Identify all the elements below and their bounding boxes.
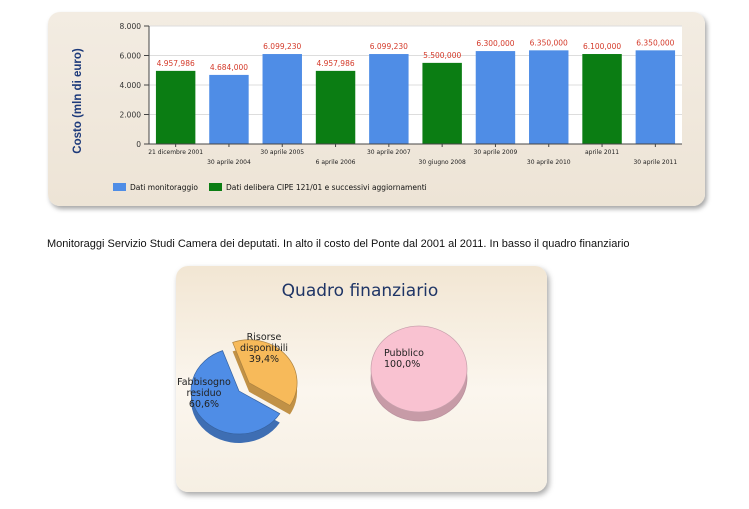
x-tick-label: 30 giugno 2008 <box>419 159 466 166</box>
pie-slice <box>190 350 281 435</box>
y-tick-label: 2.000 <box>120 111 142 120</box>
value-label: 6.300,000 <box>476 39 514 48</box>
y-tick-label: 6.000 <box>120 52 142 61</box>
pie-label-line: Risorse <box>247 332 282 343</box>
bar <box>635 50 676 144</box>
cost-chart-panel: 0 2.000 4.000 6.000 8.000 4.957,986 4.684,000… <box>48 12 705 206</box>
x-tick-label: aprile 2011 <box>585 149 619 156</box>
caption: Monitoraggi Servizio Studi Camera dei de… <box>47 238 630 250</box>
pie-label-line: 100,0% <box>384 359 420 370</box>
legend-label: Dati delibera CIPE 121/01 e successivi a… <box>226 183 427 192</box>
x-tick-label: 30 aprile 2005 <box>260 149 304 156</box>
bar <box>582 54 622 144</box>
bar <box>315 70 356 144</box>
x-tick-label: 30 aprile 2007 <box>367 149 411 156</box>
legend: Dati monitoraggio Dati delibera CIPE 121/… <box>113 183 427 192</box>
pie-label-line: disponibili <box>240 343 288 354</box>
value-label: 6.100,000 <box>583 42 621 51</box>
pie-label-line: 60,6% <box>189 399 219 410</box>
bar <box>475 51 516 145</box>
bar <box>369 54 409 144</box>
legend-swatch <box>209 183 222 191</box>
bar <box>262 54 302 144</box>
pie-label: Fabbisogno residuo 60,6% <box>177 377 231 410</box>
pie-charts: Quadro finanziario Risorse disponibili 39,… <box>177 281 468 443</box>
pie-label: Risorse disponibili 39,4% <box>240 332 288 365</box>
value-label: 4.957,986 <box>316 59 354 68</box>
x-tick-label: 30 aprile 2009 <box>474 149 518 156</box>
bar <box>155 70 196 144</box>
y-axis-label: Costo (mln di euro) <box>72 48 84 154</box>
x-tick-label: 30 aprile 2010 <box>527 159 571 166</box>
y-tick-label: 4.000 <box>120 81 142 90</box>
x-tick-label: 30 aprile 2011 <box>633 159 677 166</box>
bar <box>529 50 569 144</box>
legend-swatch <box>113 183 126 191</box>
pie-slice <box>232 339 298 406</box>
y-tick-label: 0 <box>136 140 141 149</box>
x-tick-label: 30 aprile 2004 <box>207 159 251 166</box>
bar <box>422 62 462 144</box>
pie-title: Quadro finanziario <box>282 281 439 301</box>
value-label: 4.684,000 <box>210 63 248 72</box>
bar-chart: 0 2.000 4.000 6.000 8.000 4.957,986 4.684,000… <box>72 22 682 192</box>
pie-label-line: Pubblico <box>384 348 424 359</box>
pie-slice <box>370 325 468 413</box>
value-label: 4.957,986 <box>157 59 195 68</box>
x-tick-label: 21 dicembre 2001 <box>148 149 203 156</box>
financial-panel: Quadro finanziario Risorse disponibili 39,… <box>176 266 547 492</box>
pie-label-line: Fabbisogno <box>177 377 231 388</box>
value-label: 6.099,230 <box>370 42 408 51</box>
value-label: 5.500,000 <box>423 51 461 60</box>
legend-label: Dati monitoraggio <box>130 183 198 192</box>
x-tick-label: 6 aprile 2006 <box>316 159 356 166</box>
pie-label-line: residuo <box>187 388 222 399</box>
value-label: 6.350,000 <box>636 38 674 47</box>
pie-label-line: 39,4% <box>249 354 279 365</box>
pie-label: Pubblico 100,0% <box>384 348 424 370</box>
bar <box>209 74 249 144</box>
value-label: 6.099,230 <box>263 42 301 51</box>
y-tick-label: 8.000 <box>120 22 142 31</box>
value-label: 6.350,000 <box>530 38 568 47</box>
